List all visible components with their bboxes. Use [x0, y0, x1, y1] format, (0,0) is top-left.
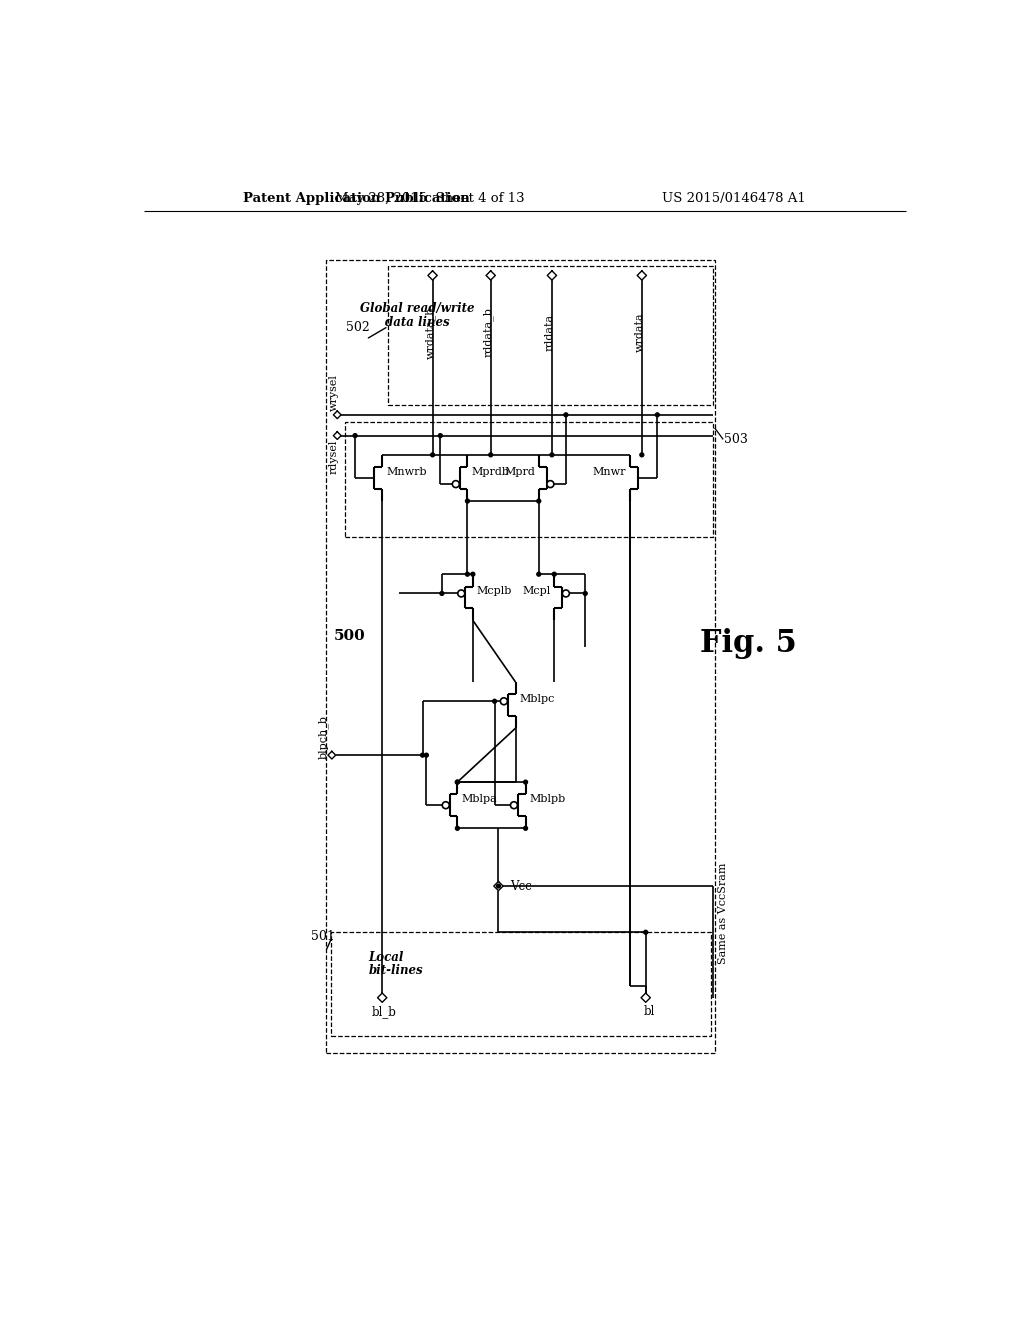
Circle shape	[564, 413, 568, 417]
Text: Mnwr: Mnwr	[593, 467, 627, 477]
Circle shape	[353, 434, 357, 437]
Circle shape	[501, 698, 507, 705]
Circle shape	[466, 573, 469, 576]
Polygon shape	[334, 411, 341, 418]
Polygon shape	[378, 993, 387, 1002]
Circle shape	[523, 826, 527, 830]
Polygon shape	[328, 751, 336, 759]
Circle shape	[456, 826, 460, 830]
Text: wrysel: wrysel	[329, 374, 338, 411]
Text: 502: 502	[345, 321, 370, 334]
Circle shape	[640, 453, 644, 457]
Circle shape	[471, 573, 475, 576]
Text: data lines: data lines	[385, 315, 450, 329]
Circle shape	[421, 754, 424, 758]
Text: May 28, 2015  Sheet 4 of 13: May 28, 2015 Sheet 4 of 13	[336, 191, 525, 205]
Circle shape	[440, 591, 443, 595]
Circle shape	[644, 931, 647, 935]
Circle shape	[466, 499, 469, 503]
Circle shape	[510, 801, 517, 809]
Circle shape	[562, 590, 569, 597]
Text: Patent Application Publication: Patent Application Publication	[243, 191, 469, 205]
Circle shape	[584, 591, 587, 595]
Text: Mprd: Mprd	[504, 467, 535, 477]
Text: Same as VccSram: Same as VccSram	[718, 862, 728, 964]
Polygon shape	[641, 993, 650, 1002]
Text: Mnwrb: Mnwrb	[386, 467, 427, 477]
Text: Mblpa: Mblpa	[461, 795, 497, 804]
Circle shape	[547, 480, 554, 487]
Circle shape	[431, 453, 434, 457]
Text: US 2015/0146478 A1: US 2015/0146478 A1	[663, 191, 806, 205]
Text: wrdata: wrdata	[635, 313, 644, 352]
Text: 503: 503	[724, 433, 749, 446]
Circle shape	[442, 801, 450, 809]
Text: blpch_b: blpch_b	[317, 715, 329, 759]
Text: Mcplb: Mcplb	[477, 586, 512, 597]
Circle shape	[424, 754, 428, 758]
Text: rdysel: rdysel	[329, 440, 338, 474]
Circle shape	[456, 780, 460, 784]
Bar	[345, 422, 713, 537]
Polygon shape	[637, 271, 646, 280]
Circle shape	[537, 573, 541, 576]
Circle shape	[552, 573, 556, 576]
Bar	[331, 932, 711, 1036]
Polygon shape	[547, 271, 557, 280]
Polygon shape	[494, 882, 503, 891]
Polygon shape	[334, 432, 341, 440]
Text: Mcpl: Mcpl	[522, 586, 550, 597]
Text: Mblpc: Mblpc	[519, 694, 555, 704]
Text: 500: 500	[334, 628, 366, 643]
Polygon shape	[428, 271, 437, 280]
Text: rddata_b: rddata_b	[483, 308, 494, 358]
Text: Mprdb: Mprdb	[471, 467, 509, 477]
Circle shape	[655, 413, 659, 417]
Circle shape	[456, 780, 460, 784]
Text: Global read/write: Global read/write	[359, 302, 474, 315]
Text: rddata: rddata	[545, 314, 555, 351]
Text: wrdata_b: wrdata_b	[425, 306, 435, 359]
Text: bit-lines: bit-lines	[369, 964, 423, 977]
Text: 501: 501	[311, 929, 335, 942]
Circle shape	[488, 453, 493, 457]
Circle shape	[497, 884, 501, 888]
Circle shape	[550, 453, 554, 457]
Circle shape	[493, 700, 497, 704]
Bar	[326, 260, 715, 1053]
Text: Fig. 5: Fig. 5	[699, 628, 797, 659]
Text: Local: Local	[369, 952, 403, 964]
Circle shape	[458, 590, 465, 597]
Text: bl: bl	[644, 1005, 655, 1018]
Text: Mblpb: Mblpb	[529, 795, 565, 804]
Text: bl_b: bl_b	[372, 1005, 397, 1018]
Circle shape	[453, 480, 460, 487]
Text: Vcc: Vcc	[510, 879, 531, 892]
Circle shape	[537, 499, 541, 503]
Polygon shape	[486, 271, 496, 280]
Circle shape	[523, 780, 527, 784]
Circle shape	[438, 434, 442, 437]
Bar	[388, 267, 713, 405]
